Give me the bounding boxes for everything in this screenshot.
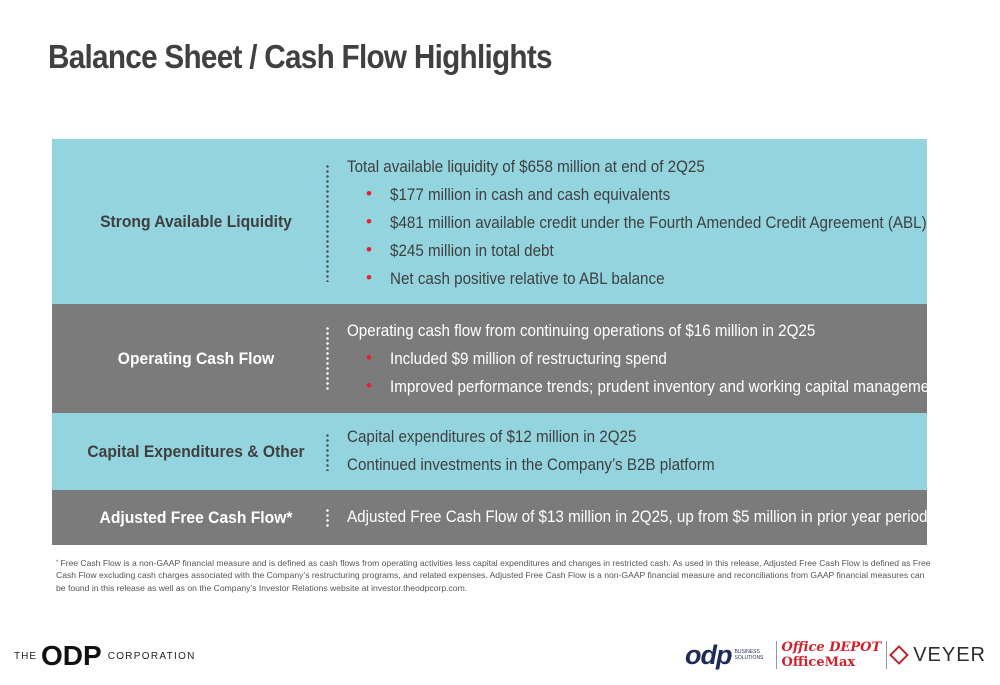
logo-corporation: CORPORATION — [107, 650, 196, 662]
divider — [775, 641, 777, 669]
row-adjusted-fcf: Adjusted Free Cash Flow* Adjusted Free C… — [52, 490, 927, 545]
row-capex: Capital Expenditures & Other Capital exp… — [52, 413, 927, 490]
row-text: Total available liquidity of $658 millio… — [347, 158, 705, 176]
odp-corporation-logo: THE ODP CORPORATION — [14, 640, 196, 672]
bullet-item: • $481 million available credit under the… — [347, 209, 927, 237]
footnote-text: Free Cash Flow is a non-GAAP financial m… — [56, 558, 931, 593]
odp-tagline: BUSINESS SOLUTIONS — [734, 649, 764, 661]
dotted-separator — [326, 164, 329, 282]
bullet-icon: • — [366, 376, 372, 395]
logo-odp: ODP — [41, 640, 102, 671]
odp-business-solutions-logo: odp — [685, 639, 732, 670]
bullet-text: $245 million in total debt — [390, 242, 554, 260]
footnote-marker: * — [56, 560, 59, 566]
office-depot-officemax-logo: Office DEPOT OfficeMax — [782, 640, 882, 670]
bullet-text: Included $9 million of restructuring spe… — [390, 350, 667, 368]
logo-the: THE — [14, 650, 37, 662]
row-content: Total available liquidity of $658 millio… — [347, 153, 927, 293]
dotted-separator — [326, 433, 329, 471]
row-text: Continued investments in the Company’s B… — [347, 456, 715, 474]
row-label: Operating Cash Flow — [117, 348, 275, 368]
bullet-text: $177 million in cash and cash equivalent… — [390, 186, 671, 204]
highlights-table: Strong Available Liquidity Total availab… — [52, 139, 942, 545]
row-label: Strong Available Liquidity — [100, 211, 292, 231]
bullet-text: $481 million available credit under the … — [390, 214, 927, 232]
office-depot-text: Office DEPOT — [781, 640, 882, 655]
bullet-icon: • — [366, 348, 372, 367]
footnote: * Free Cash Flow is a non-GAAP financial … — [56, 557, 936, 594]
veyer-text: VEYER — [913, 643, 986, 666]
bullet-icon: • — [366, 240, 372, 259]
bullet-icon: • — [366, 268, 372, 287]
row-text: Adjusted Free Cash Flow of $13 million i… — [347, 508, 928, 526]
veyer-diamond-icon — [889, 645, 910, 665]
bullet-icon: • — [366, 184, 372, 203]
bullet-item: • $177 million in cash and cash equivalen… — [347, 181, 927, 209]
dotted-separator — [326, 508, 329, 527]
row-content: Adjusted Free Cash Flow of $13 million i… — [347, 503, 927, 531]
row-label: Capital Expenditures & Other — [87, 441, 305, 461]
row-text: Operating cash flow from continuing oper… — [347, 322, 816, 340]
bullet-text: Improved performance trends; prudent inv… — [390, 378, 942, 396]
dotted-separator — [326, 326, 329, 392]
bullet-text: Net cash positive relative to ABL balanc… — [390, 270, 665, 288]
bullet-item: • $245 million in total debt — [347, 237, 927, 265]
row-liquidity: Strong Available Liquidity Total availab… — [52, 139, 927, 304]
row-content: Capital expenditures of $12 million in 2… — [347, 423, 927, 479]
row-text: Capital expenditures of $12 million in 2… — [347, 428, 637, 446]
row-operating-cash-flow: Operating Cash Flow Operating cash flow … — [52, 304, 942, 413]
brand-logos: odp BUSINESS SOLUTIONS Office DEPOT Offi… — [685, 638, 986, 672]
officemax-text: OfficeMax — [781, 655, 856, 670]
row-label: Adjusted Free Cash Flow* — [99, 507, 293, 527]
bullet-item: • Improved performance trends; prudent in… — [347, 373, 942, 401]
divider — [886, 641, 888, 669]
veyer-logo: VEYER — [889, 643, 986, 667]
bullet-item: • Net cash positive relative to ABL balan… — [347, 265, 927, 293]
page-title: Balance Sheet / Cash Flow Highlights — [48, 38, 553, 75]
bullet-icon: • — [366, 212, 372, 231]
row-content: Operating cash flow from continuing oper… — [347, 317, 942, 401]
bullet-item: • Included $9 million of restructuring sp… — [347, 345, 927, 373]
